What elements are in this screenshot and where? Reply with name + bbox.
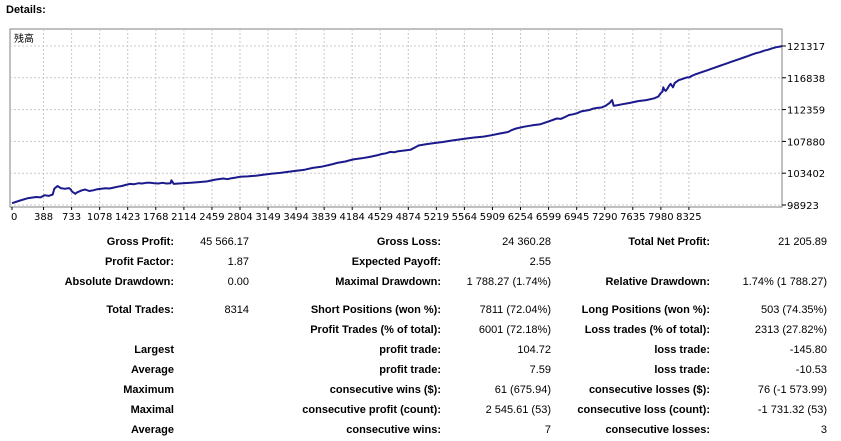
profit-factor-label: Profit Factor: bbox=[104, 256, 174, 268]
x-tick-label: 6599 bbox=[536, 212, 561, 223]
x-tick-label: 2459 bbox=[199, 212, 224, 223]
average-profit-value: 7.59 bbox=[529, 364, 551, 376]
y-tick-label: 116838 bbox=[787, 74, 825, 85]
maximal-label: Maximal bbox=[130, 404, 174, 416]
x-tick-label: 6254 bbox=[508, 212, 533, 223]
x-tick-label: 5564 bbox=[452, 212, 477, 223]
chart-grid bbox=[10, 29, 782, 207]
maximal-loss-value: -1 731.32 (53) bbox=[757, 404, 827, 416]
largest-label: Largest bbox=[134, 344, 174, 356]
expected-payoff-label: Expected Payoff: bbox=[351, 256, 441, 268]
x-tick-label: 7290 bbox=[592, 212, 617, 223]
x-tick-label: 8325 bbox=[676, 212, 701, 223]
long-positions-value: 503 (74.35%) bbox=[760, 304, 827, 316]
x-tick-label: 733 bbox=[62, 212, 81, 223]
maximal-profit-value: 2 545.61 (53) bbox=[485, 404, 551, 416]
loss-trades-label: Loss trades (% of total): bbox=[584, 324, 710, 336]
largest-loss-value: -145.80 bbox=[789, 344, 827, 356]
x-tick-label: 388 bbox=[34, 212, 53, 223]
y-tick-label: 98923 bbox=[787, 201, 819, 212]
chart-series bbox=[11, 45, 783, 205]
maximum-loss-value: 76 (-1 573.99) bbox=[757, 384, 827, 396]
x-tick-label: 6945 bbox=[564, 212, 589, 223]
y-tick-label: 103402 bbox=[787, 169, 825, 180]
x-tick-label: 1768 bbox=[143, 212, 168, 223]
total-net-profit-value: 21 205.89 bbox=[778, 236, 827, 248]
x-tick-label: 4874 bbox=[396, 212, 421, 223]
x-tick-label: 7635 bbox=[620, 212, 645, 223]
balance-series-line bbox=[11, 45, 783, 205]
gross-loss-value: 24 360.28 bbox=[502, 236, 551, 248]
maximum-label: Maximum bbox=[123, 384, 174, 396]
maximal-drawdown-value: 1 788.27 (1.74%) bbox=[466, 276, 551, 288]
average-loss-label: loss trade: bbox=[654, 364, 710, 376]
x-tick-label: 4184 bbox=[339, 212, 364, 223]
x-tick-label: 2804 bbox=[227, 212, 252, 223]
average-consecutive-label: Average bbox=[130, 424, 174, 436]
x-tick-label: 0 bbox=[11, 212, 17, 223]
x-tick-label: 3839 bbox=[311, 212, 336, 223]
gross-loss-label: Gross Loss: bbox=[376, 236, 441, 248]
maximum-profit-label: consecutive wins ($): bbox=[329, 384, 441, 396]
maximal-drawdown-label: Maximal Drawdown: bbox=[335, 276, 441, 288]
gross-profit-label: Gross Profit: bbox=[106, 236, 174, 248]
x-tick-label: 5909 bbox=[480, 212, 505, 223]
y-tick-label: 112359 bbox=[787, 106, 825, 117]
profit-trades-value: 6001 (72.18%) bbox=[478, 324, 551, 336]
profit-factor-value: 1.87 bbox=[227, 256, 249, 268]
chart-title: 残高 bbox=[14, 32, 34, 45]
average-consecutive-wins-value: 7 bbox=[544, 424, 551, 436]
maximum-profit-value: 61 (675.94) bbox=[494, 384, 551, 396]
chart-x-axis: 0 388 733 1078 1423 1768 2114 2459 2804 3149 3494 3… bbox=[11, 207, 702, 223]
x-tick-label: 1078 bbox=[87, 212, 112, 223]
relative-drawdown-label: Relative Drawdown: bbox=[605, 276, 710, 288]
y-tick-label: 121317 bbox=[787, 42, 825, 53]
details-title: Details: bbox=[6, 4, 46, 16]
expected-payoff-value: 2.55 bbox=[529, 256, 551, 268]
average-profit-label: profit trade: bbox=[379, 364, 441, 376]
x-tick-label: 1423 bbox=[115, 212, 140, 223]
total-trades-label: Total Trades: bbox=[106, 304, 174, 316]
x-tick-label: 2114 bbox=[171, 212, 196, 223]
chart-y-axis: 121317 116838 112359 107880 103402 98923 bbox=[782, 42, 825, 212]
largest-loss-label: loss trade: bbox=[654, 344, 710, 356]
absolute-drawdown-label: Absolute Drawdown: bbox=[64, 276, 174, 288]
y-tick-label: 107880 bbox=[787, 137, 825, 148]
total-net-profit-label: Total Net Profit: bbox=[628, 236, 710, 248]
average-consecutive-wins-label: consecutive wins: bbox=[346, 424, 441, 436]
short-positions-value: 7811 (72.04%) bbox=[479, 304, 551, 316]
largest-profit-value: 104.72 bbox=[517, 344, 551, 356]
x-tick-label: 3494 bbox=[283, 212, 308, 223]
maximum-loss-label: consecutive losses ($): bbox=[588, 384, 710, 396]
x-tick-label: 5219 bbox=[424, 212, 449, 223]
total-trades-value: 8314 bbox=[224, 304, 249, 316]
average-label: Average bbox=[130, 364, 174, 376]
profit-trades-label: Profit Trades (% of total): bbox=[310, 324, 441, 336]
short-positions-label: Short Positions (won %): bbox=[310, 304, 441, 316]
average-consecutive-losses-value: 3 bbox=[820, 424, 827, 436]
average-consecutive-losses-label: consecutive losses: bbox=[605, 424, 710, 436]
absolute-drawdown-value: 0.00 bbox=[227, 276, 249, 288]
x-tick-label: 7980 bbox=[648, 212, 673, 223]
average-loss-value: -10.53 bbox=[795, 364, 827, 376]
largest-profit-label: profit trade: bbox=[379, 344, 441, 356]
maximal-profit-label: consecutive profit (count): bbox=[302, 404, 441, 416]
chart-plot-frame bbox=[9, 28, 783, 208]
balance-chart: 残高 121317 116838 112359 107880 103402 98923 0… bbox=[9, 28, 825, 223]
loss-trades-value: 2313 (27.82%) bbox=[754, 324, 827, 336]
balance-chart-svg: 残高 121317 116838 112359 107880 103402 98923 0… bbox=[9, 28, 825, 223]
relative-drawdown-value: 1.74% (1 788.27) bbox=[742, 276, 827, 288]
maximal-loss-label: consecutive loss (count): bbox=[577, 404, 710, 416]
x-tick-label: 4529 bbox=[368, 212, 393, 223]
x-tick-label: 3149 bbox=[255, 212, 280, 223]
gross-profit-value: 45 566.17 bbox=[200, 236, 249, 248]
long-positions-label: Long Positions (won %): bbox=[581, 304, 710, 316]
